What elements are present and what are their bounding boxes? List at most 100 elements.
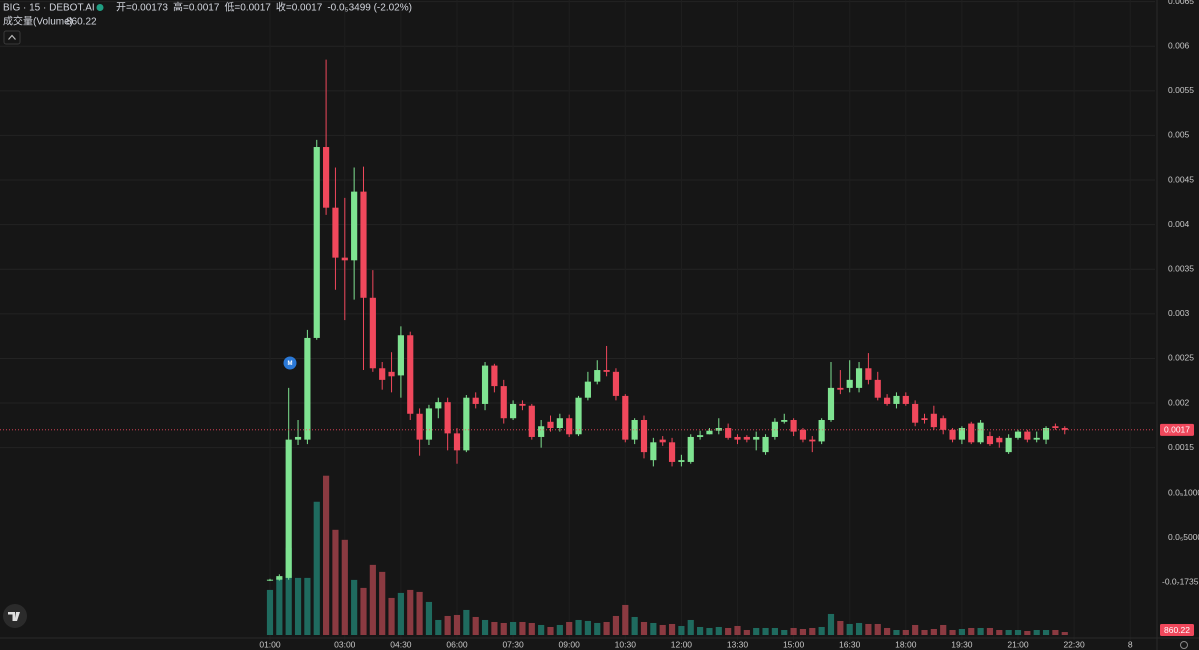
- x-tick-label: 06:00: [446, 639, 468, 649]
- candle-body: [902, 395, 909, 404]
- y-tick-label: 0.0015: [1168, 442, 1194, 452]
- candle-body: [556, 418, 563, 429]
- candle-body: [397, 335, 404, 376]
- volume-axis-label: 0.0₅5000: [1168, 532, 1199, 542]
- candle-body: [1005, 437, 1012, 453]
- header-label: 开=: [116, 3, 132, 14]
- candle-body: [360, 191, 367, 298]
- volume-bar: [453, 614, 461, 635]
- candle-body: [276, 576, 283, 580]
- logo-icon: [8, 612, 20, 621]
- candle-body: [874, 379, 881, 398]
- volume-bar: [734, 625, 741, 635]
- volume-bar: [622, 604, 629, 635]
- volume-bar: [584, 620, 591, 635]
- volume-bar: [463, 609, 470, 635]
- volume-bar: [668, 623, 676, 635]
- candle-body: [435, 402, 442, 409]
- volume-bar: [612, 615, 620, 635]
- volume-bar: [425, 601, 433, 635]
- volume-bar: [500, 622, 507, 635]
- candle-body: [865, 368, 872, 380]
- volume-bar: [715, 626, 722, 635]
- candle-body: [566, 418, 573, 435]
- volume-value: 860.22: [66, 17, 97, 28]
- candle-body: [510, 403, 517, 419]
- x-tick-label: 22:30: [1063, 639, 1085, 649]
- candle-body: [771, 421, 778, 437]
- volume-bar: [481, 619, 489, 635]
- candle-body: [986, 436, 994, 445]
- volume-axis-label: 0.0₅1000: [1168, 487, 1199, 497]
- status-dot: [96, 4, 104, 11]
- volume-bar: [753, 627, 760, 635]
- axis: 0.0015 0.002 0.0025 0.003 0.0035 0.004 0.0045 0…: [259, 0, 1199, 649]
- candle-body: [425, 408, 433, 440]
- candle-body: [930, 413, 937, 428]
- volume-bar: [799, 628, 807, 635]
- candle-body: [538, 426, 545, 437]
- candle-body: [958, 428, 965, 440]
- volume-bar: [818, 626, 825, 635]
- x-tick-label: 01:00: [259, 639, 281, 649]
- volume-bar: [687, 619, 694, 635]
- candle-body: [528, 405, 535, 437]
- y-tick-label: 0.004: [1168, 219, 1190, 229]
- header-value: 0.0017: [189, 3, 220, 14]
- volume-bar: [323, 475, 330, 635]
- candle-body: [855, 368, 863, 388]
- header-value: 0.00173: [132, 3, 169, 14]
- volume-bar: [379, 571, 386, 635]
- event-marker[interactable]: [283, 356, 297, 370]
- candle-body: [846, 379, 853, 388]
- volume-bar: [631, 616, 638, 635]
- x-tick-label: 07:30: [502, 639, 524, 649]
- volume-bar: [1052, 629, 1059, 635]
- candle-body: [285, 439, 292, 578]
- candle-body: [921, 418, 928, 421]
- candle-body: [977, 422, 984, 443]
- candle-body: [313, 147, 320, 338]
- volume-bar: [547, 626, 554, 635]
- header-label: 高=: [173, 1, 189, 14]
- marks: [0, 59, 1155, 635]
- volume-bar: [472, 616, 479, 635]
- collapse-button[interactable]: [3, 30, 21, 45]
- candle-body: [818, 420, 825, 442]
- volume-bar: [416, 591, 423, 635]
- x-tick-label: 16:30: [839, 639, 861, 649]
- volume-bar: [528, 622, 535, 635]
- candle-body: [304, 337, 311, 440]
- candle-body: [715, 428, 722, 431]
- volume-bar: [369, 564, 376, 635]
- header-value: 0.0017: [292, 3, 323, 14]
- settings-icon[interactable]: [1180, 641, 1188, 649]
- volume-title: 成交量(Volume): [3, 15, 73, 28]
- x-tick-label: 21:00: [1007, 639, 1029, 649]
- x-tick-label: 19:30: [951, 639, 973, 649]
- y-tick-label: 0.0025: [1168, 353, 1194, 363]
- volume-bar: [1042, 629, 1050, 635]
- volume-bar: [360, 587, 367, 635]
- volume-bar: [1061, 632, 1068, 635]
- volume-bar: [1033, 629, 1040, 635]
- volume-bar: [491, 621, 498, 635]
- volume-bar: [435, 619, 442, 635]
- x-tick-label: 09:00: [559, 639, 581, 649]
- candle-body: [799, 429, 807, 440]
- candle-body: [659, 439, 666, 443]
- y-tick-label: 0.002: [1168, 397, 1190, 407]
- last-price-tag: [1160, 423, 1194, 436]
- volume-bar: [940, 624, 947, 635]
- volume-axis-label: -0.0₇1735: [1162, 576, 1199, 586]
- volume-bar: [351, 579, 358, 635]
- candle-body: [481, 365, 489, 404]
- last-volume-tag: [1160, 624, 1194, 636]
- candle-body: [640, 420, 648, 453]
- candle-body: [762, 436, 769, 453]
- volume-bar: [846, 623, 853, 635]
- volume-bar: [762, 627, 769, 635]
- volume-bar: [958, 628, 965, 635]
- candle-body: [781, 420, 788, 422]
- volume-bar: [968, 627, 975, 635]
